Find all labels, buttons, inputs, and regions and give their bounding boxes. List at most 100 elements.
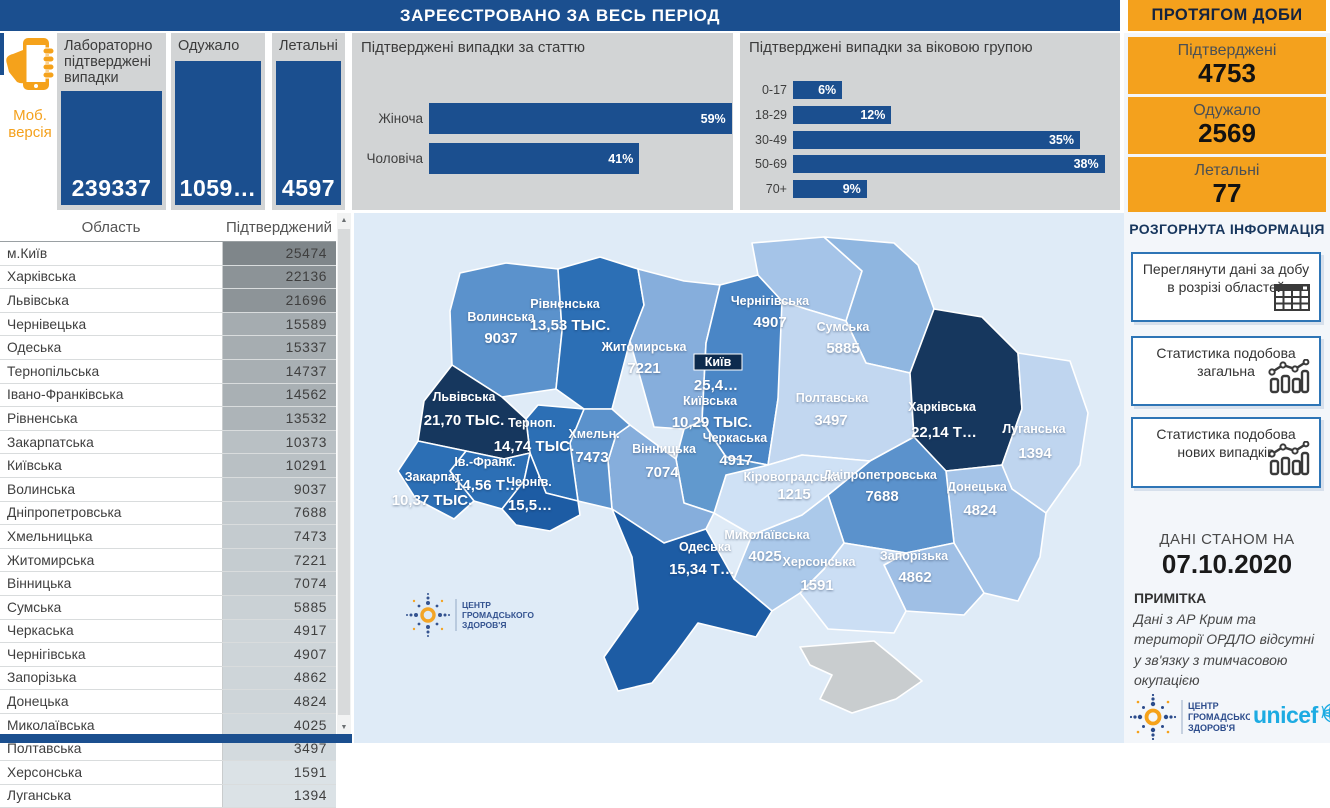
region-name-cell[interactable]: м.Київ <box>0 241 223 266</box>
mobile-version-link[interactable]: Моб. версія <box>4 36 56 210</box>
scroll-up-icon[interactable]: ▲ <box>340 216 348 224</box>
confirmed-value-cell[interactable]: 14562 <box>222 383 336 408</box>
kpi-value: 239337 <box>71 175 152 201</box>
bar-50-69[interactable]: 38% <box>793 155 1105 174</box>
table-row[interactable]: Рівненська 13532 <box>0 406 336 431</box>
column-header-confirmed[interactable]: Підтверджений <box>222 213 336 242</box>
mobile-version-label[interactable]: Моб. версія <box>8 107 52 142</box>
confirmed-value-cell[interactable]: 10373 <box>222 430 336 455</box>
region-name-cell[interactable]: Вінницька <box>0 571 223 596</box>
confirmed-value-cell[interactable]: 7221 <box>222 548 336 573</box>
column-header-region[interactable]: Область <box>0 213 222 242</box>
region-name-cell[interactable]: Житомирська <box>0 548 223 573</box>
region-name-cell[interactable]: Чернівецька <box>0 312 223 337</box>
table-row[interactable]: Дніпропетровська 7688 <box>0 501 336 526</box>
region-name-cell[interactable]: Запорізька <box>0 666 223 691</box>
unicef-logo[interactable]: unicef <box>1253 700 1330 731</box>
table-row[interactable]: Львівська 21696 <box>0 288 336 313</box>
table-bottom-strip <box>0 734 352 743</box>
table-row[interactable]: Хмельницька 7473 <box>0 524 336 549</box>
daily-statistics-total-button[interactable]: Статистика подобова загальна <box>1131 336 1321 406</box>
map-region-chernivtsi[interactable] <box>501 452 581 532</box>
region-name-cell[interactable]: Хмельницька <box>0 524 223 549</box>
kyiv-city-label-box[interactable] <box>693 353 743 371</box>
region-name-cell[interactable]: Одеська <box>0 335 223 360</box>
table-row[interactable]: Житомирська 7221 <box>0 548 336 573</box>
confirmed-value-cell[interactable]: 15589 <box>222 312 336 337</box>
map-region-label: 15,34 Т… <box>669 561 735 578</box>
region-name-cell[interactable]: Харківська <box>0 265 223 290</box>
region-name-cell[interactable]: Донецька <box>0 689 223 714</box>
confirmed-value-cell[interactable]: 4824 <box>222 689 336 714</box>
scrollbar-thumb[interactable] <box>338 229 350 715</box>
confirmed-value-cell[interactable]: 14737 <box>222 359 336 384</box>
phc-logo[interactable]: ЦЕНТР ГРОМАДСЬКОГО ЗДОРОВ'Я <box>1129 693 1264 745</box>
confirmed-value-cell[interactable]: 1591 <box>222 760 336 785</box>
daily-statistics-new-cases-button[interactable]: Статистика подобова нових випадків <box>1131 417 1321 488</box>
scroll-down-icon[interactable]: ▼ <box>340 723 348 731</box>
table-row[interactable]: Донецька 4824 <box>0 689 336 714</box>
region-name-cell[interactable]: Тернопільська <box>0 359 223 384</box>
bar-18-29[interactable]: 12% <box>793 105 892 124</box>
view-daily-by-region-button[interactable]: Переглянути дані за добу в розрізі облас… <box>1131 252 1321 322</box>
table-row[interactable]: Одеська 15337 <box>0 335 336 360</box>
map-region-odesa[interactable] <box>603 508 773 692</box>
map-region-zakarpattia[interactable] <box>397 440 475 520</box>
confirmed-value-cell[interactable]: 4862 <box>222 666 336 691</box>
table-row[interactable]: Вінницька 7074 <box>0 571 336 596</box>
region-name-cell[interactable]: Черкаська <box>0 619 223 644</box>
table-row[interactable]: Сумська 5885 <box>0 595 336 620</box>
confirmed-value-cell[interactable]: 10291 <box>222 453 336 478</box>
region-name-cell[interactable]: Херсонська <box>0 760 223 785</box>
button-label: Статистика подобова загальна <box>1156 345 1296 379</box>
region-name-cell[interactable]: Закарпатська <box>0 430 223 455</box>
confirmed-value-cell[interactable]: 1394 <box>222 784 336 808</box>
region-name-cell[interactable]: Дніпропетровська <box>0 501 223 526</box>
table-row[interactable]: Харківська 22136 <box>0 265 336 290</box>
confirmed-value-cell[interactable]: 22136 <box>222 265 336 290</box>
kpi-label: Летальні <box>279 38 338 54</box>
region-name-cell[interactable]: Рівненська <box>0 406 223 431</box>
bar-Жіноча[interactable]: 59% <box>429 103 732 134</box>
bar-value-label: 38% <box>1073 157 1099 172</box>
table-row[interactable]: Тернопільська 14737 <box>0 359 336 384</box>
bar-0-17[interactable]: 6% <box>793 81 843 99</box>
region-name-cell[interactable]: Волинська <box>0 477 223 502</box>
map-region-rivne[interactable] <box>555 256 645 410</box>
bar-Чоловіча[interactable]: 41% <box>429 143 640 174</box>
table-row[interactable]: Київська 10291 <box>0 453 336 478</box>
confirmed-value-cell[interactable]: 7688 <box>222 501 336 526</box>
region-name-cell[interactable]: Київська <box>0 453 223 478</box>
table-row[interactable]: Херсонська 1591 <box>0 760 336 785</box>
confirmed-value-cell[interactable]: 4917 <box>222 619 336 644</box>
table-scrollbar[interactable]: ▲ ▼ <box>337 213 351 734</box>
region-name-cell[interactable]: Луганська <box>0 784 223 808</box>
table-row[interactable]: Івано-Франківська 14562 <box>0 383 336 408</box>
confirmed-value-cell[interactable]: 9037 <box>222 477 336 502</box>
table-row[interactable]: Волинська 9037 <box>0 477 336 502</box>
region-name-cell[interactable]: Львівська <box>0 288 223 313</box>
table-row[interactable]: Черкаська 4917 <box>0 619 336 644</box>
table-row[interactable]: Запорізька 4862 <box>0 666 336 691</box>
confirmed-value-cell[interactable]: 4907 <box>222 642 336 667</box>
confirmed-value-cell[interactable]: 25474 <box>222 241 336 266</box>
region-name-cell[interactable]: Івано-Франківська <box>0 383 223 408</box>
confirmed-value-cell[interactable]: 21696 <box>222 288 336 313</box>
confirmed-value-cell[interactable]: 15337 <box>222 335 336 360</box>
bar-30-49[interactable]: 35% <box>793 130 1080 149</box>
table-row[interactable]: м.Київ 25474 <box>0 241 336 266</box>
confirmed-value-cell[interactable]: 5885 <box>222 595 336 620</box>
daily-card-confirmed: Підтверджені 4753 <box>1128 37 1326 94</box>
confirmed-value-cell[interactable]: 7473 <box>222 524 336 549</box>
table-row[interactable]: Луганська 1394 <box>0 784 336 808</box>
table-row[interactable]: Закарпатська 10373 <box>0 430 336 455</box>
region-name-cell[interactable]: Чернігівська <box>0 642 223 667</box>
table-row[interactable]: Чернівецька 15589 <box>0 312 336 337</box>
map-region-kharkiv[interactable] <box>909 308 1023 472</box>
confirmed-value-cell[interactable]: 13532 <box>222 406 336 431</box>
map-region-label: Рівненська <box>530 297 600 311</box>
region-name-cell[interactable]: Сумська <box>0 595 223 620</box>
confirmed-value-cell[interactable]: 7074 <box>222 571 336 596</box>
table-row[interactable]: Чернігівська 4907 <box>0 642 336 667</box>
bar-70+[interactable]: 9% <box>793 180 867 199</box>
